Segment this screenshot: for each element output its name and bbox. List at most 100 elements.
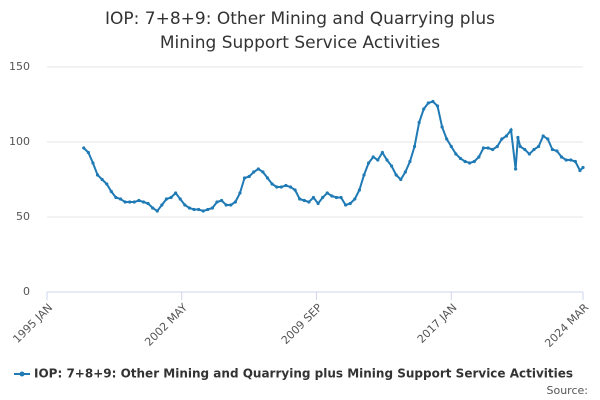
point [215, 200, 219, 204]
point [86, 150, 90, 155]
point [146, 201, 150, 206]
x-tick-label: 2017 JAN [415, 301, 460, 346]
point [105, 182, 109, 186]
point [91, 161, 95, 165]
point [229, 203, 233, 207]
point [270, 182, 274, 186]
point [516, 135, 520, 140]
point [307, 200, 311, 204]
point [514, 167, 518, 171]
point [573, 159, 577, 164]
point [265, 176, 270, 180]
point [380, 150, 384, 155]
point [399, 177, 403, 182]
point [238, 191, 242, 195]
point [192, 207, 196, 212]
point [155, 209, 159, 213]
point [403, 170, 407, 174]
point [481, 146, 486, 150]
point [536, 144, 541, 149]
point [472, 159, 476, 164]
point [344, 203, 348, 207]
point [445, 137, 449, 141]
title-line: IOP: 7+8+9: Other Mining and Quarrying p… [105, 9, 495, 29]
point [371, 155, 375, 159]
point [426, 101, 430, 105]
y-tick-label: 0 [23, 285, 30, 298]
point [123, 200, 127, 204]
point [422, 107, 426, 111]
point [114, 195, 118, 200]
point [477, 155, 481, 159]
point [128, 200, 132, 204]
point [362, 173, 366, 177]
point [550, 147, 554, 152]
point [293, 188, 297, 192]
point [219, 198, 224, 203]
x-tick-label: 2002 MAY [142, 301, 190, 349]
point [169, 195, 173, 200]
point [417, 120, 421, 125]
point [394, 173, 398, 177]
point [311, 195, 316, 200]
point [532, 147, 536, 152]
point [385, 158, 389, 162]
point [541, 134, 545, 138]
point [334, 195, 339, 200]
point [325, 191, 329, 195]
point [504, 134, 509, 138]
point [316, 201, 320, 206]
point [348, 201, 352, 206]
point [353, 197, 357, 201]
point [160, 203, 164, 207]
point [546, 137, 550, 141]
point [298, 197, 302, 201]
point [339, 195, 343, 200]
legend-label: IOP: 7+8+9: Other Mining and Quarrying p… [34, 367, 573, 381]
point [164, 197, 169, 201]
point [559, 155, 564, 159]
point [486, 146, 490, 150]
point [440, 125, 444, 129]
y-tick-label: 50 [16, 210, 30, 223]
point [261, 170, 265, 174]
point [458, 156, 463, 161]
point [578, 168, 582, 173]
point [95, 173, 100, 177]
point [408, 159, 412, 164]
y-tick-label: 100 [9, 135, 30, 148]
series-line [83, 100, 584, 213]
point [491, 147, 495, 152]
x-tick-label: 1995 JAN [10, 301, 55, 346]
point [210, 206, 214, 210]
source: Source: [547, 384, 589, 397]
point [197, 207, 201, 212]
point [288, 185, 293, 189]
y-tick-label: 150 [9, 60, 30, 73]
legend-marker [19, 371, 25, 377]
point [366, 161, 371, 165]
point [509, 128, 513, 132]
point [100, 177, 104, 182]
point [206, 207, 210, 212]
point [224, 203, 228, 207]
point [495, 144, 499, 149]
point [435, 104, 440, 108]
point [454, 152, 458, 156]
point [500, 137, 504, 141]
point [569, 158, 573, 162]
point [178, 197, 182, 201]
point [389, 164, 394, 168]
point [555, 149, 559, 153]
point [247, 174, 251, 179]
point [242, 176, 247, 180]
point [357, 188, 362, 192]
point [118, 197, 123, 201]
point [141, 200, 146, 204]
point [523, 147, 527, 152]
point [527, 152, 531, 156]
point [321, 195, 325, 200]
point [151, 206, 155, 210]
point [174, 191, 178, 195]
point [518, 144, 522, 149]
